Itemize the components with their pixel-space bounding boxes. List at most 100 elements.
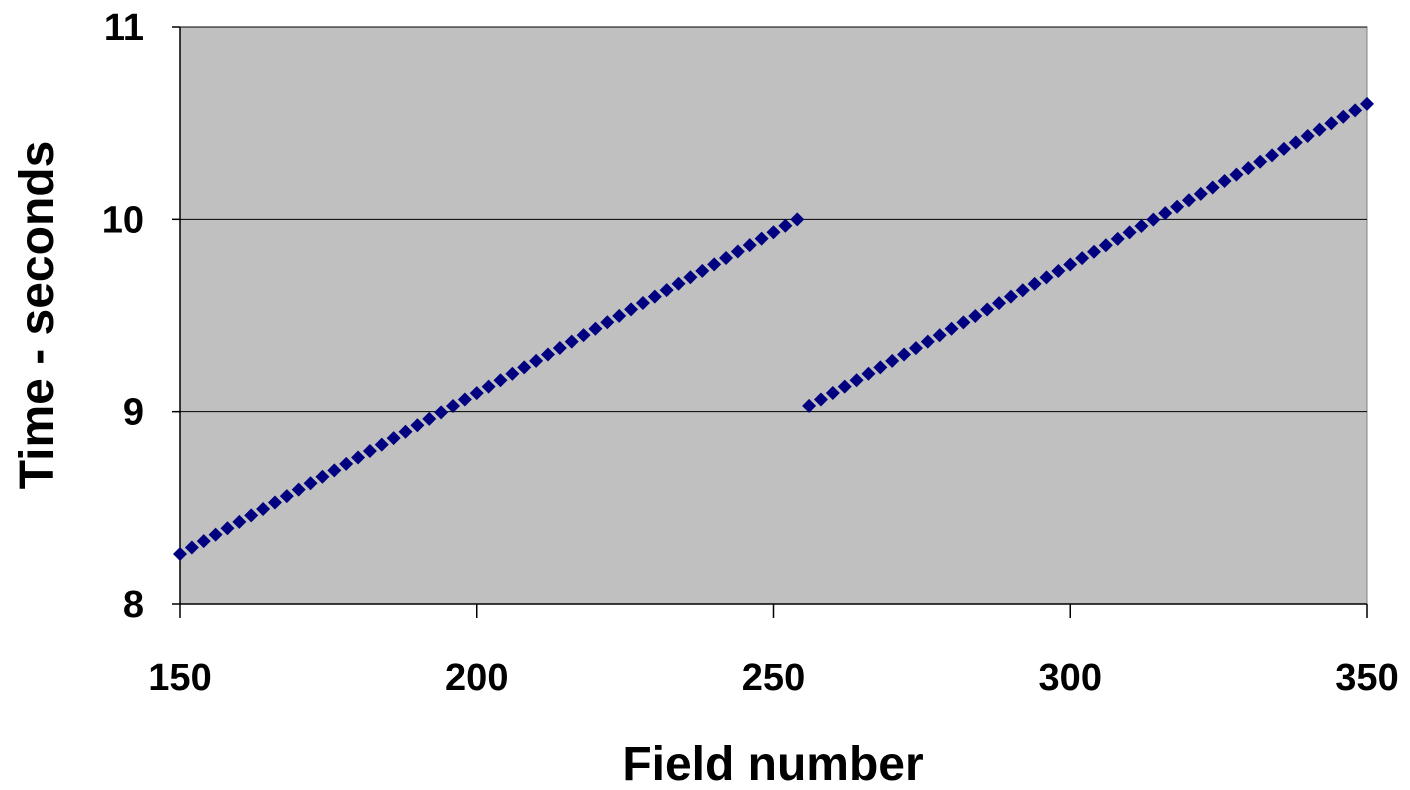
data-point xyxy=(742,238,757,253)
data-point xyxy=(481,379,496,394)
y-tick-label: 10 xyxy=(102,199,144,241)
data-point xyxy=(766,225,781,240)
data-point xyxy=(624,302,639,317)
data-point xyxy=(184,540,199,555)
data-point xyxy=(600,315,615,330)
data-point xyxy=(944,321,959,336)
data-point xyxy=(897,347,912,362)
data-point xyxy=(1300,129,1315,144)
x-axis-title: Field number xyxy=(622,738,923,785)
data-point xyxy=(1134,219,1149,234)
data-point xyxy=(1003,289,1018,304)
data-point xyxy=(303,476,318,491)
axes xyxy=(172,26,1368,618)
data-point xyxy=(873,360,888,375)
data-point xyxy=(315,469,330,484)
data-point xyxy=(1336,109,1351,124)
data-point xyxy=(529,353,544,368)
data-point xyxy=(1288,135,1303,150)
plot-area xyxy=(179,26,1368,605)
data-point xyxy=(659,283,674,298)
data-point xyxy=(256,501,271,516)
data-point xyxy=(980,302,995,317)
data-point xyxy=(220,521,235,536)
data-point xyxy=(1146,212,1161,227)
gridlines xyxy=(180,26,1367,413)
data-point xyxy=(434,405,449,420)
data-point xyxy=(327,463,342,478)
data-point xyxy=(351,450,366,465)
data-point xyxy=(849,373,864,388)
data-point xyxy=(932,328,947,343)
x-tick-label: 250 xyxy=(742,657,805,699)
data-point xyxy=(1158,206,1173,221)
data-point xyxy=(635,295,650,310)
data-point xyxy=(802,398,817,413)
data-point xyxy=(493,373,508,388)
data-point xyxy=(1205,180,1220,195)
data-point xyxy=(374,437,389,452)
data-point xyxy=(1110,231,1125,246)
x-tick-label: 150 xyxy=(148,657,211,699)
data-point xyxy=(267,495,282,510)
data-point xyxy=(1348,103,1363,118)
data-point xyxy=(1063,257,1078,272)
data-point xyxy=(279,489,294,504)
data-point xyxy=(564,334,579,349)
y-axis-title: Time - seconds xyxy=(11,141,64,490)
data-point xyxy=(1051,263,1066,278)
data-point xyxy=(1193,186,1208,201)
data-point xyxy=(754,231,769,246)
data-points xyxy=(173,96,1374,561)
data-point xyxy=(1086,244,1101,259)
data-point xyxy=(920,334,935,349)
data-point xyxy=(778,218,793,233)
data-point xyxy=(173,546,187,561)
data-point xyxy=(1122,225,1137,240)
data-point xyxy=(232,514,247,529)
data-point xyxy=(790,212,805,227)
x-tick-label: 200 xyxy=(445,657,508,699)
data-point xyxy=(1253,154,1268,169)
x-tick-label: 300 xyxy=(1039,657,1102,699)
data-point xyxy=(1217,174,1232,189)
data-point xyxy=(1276,141,1291,156)
data-point xyxy=(1170,199,1185,214)
x-tick-label: 350 xyxy=(1335,657,1398,699)
data-point xyxy=(1265,148,1280,163)
data-point xyxy=(1241,161,1256,176)
data-point xyxy=(540,347,555,362)
data-point xyxy=(612,308,627,323)
data-point xyxy=(671,276,686,291)
data-point xyxy=(362,444,377,459)
data-point xyxy=(469,386,484,401)
data-point xyxy=(398,424,413,439)
data-point xyxy=(208,527,223,542)
data-point xyxy=(552,341,567,356)
data-point xyxy=(861,366,876,381)
data-point xyxy=(730,244,745,259)
data-point xyxy=(410,418,425,433)
data-point xyxy=(505,366,520,381)
data-point xyxy=(588,321,603,336)
data-point xyxy=(885,353,900,368)
y-tick-label: 11 xyxy=(104,7,144,49)
data-point xyxy=(386,431,401,446)
data-point xyxy=(1229,167,1244,182)
data-point xyxy=(1039,270,1054,285)
data-point xyxy=(683,270,698,285)
data-point xyxy=(446,398,461,413)
data-point xyxy=(1075,251,1090,266)
data-point xyxy=(1324,116,1339,131)
data-point xyxy=(1312,122,1327,137)
data-point xyxy=(647,289,662,304)
data-point xyxy=(422,411,437,426)
data-point xyxy=(837,379,852,394)
data-point xyxy=(908,341,923,356)
data-point xyxy=(825,386,840,401)
data-point xyxy=(719,250,734,265)
data-point xyxy=(707,257,722,272)
data-point xyxy=(457,392,472,407)
